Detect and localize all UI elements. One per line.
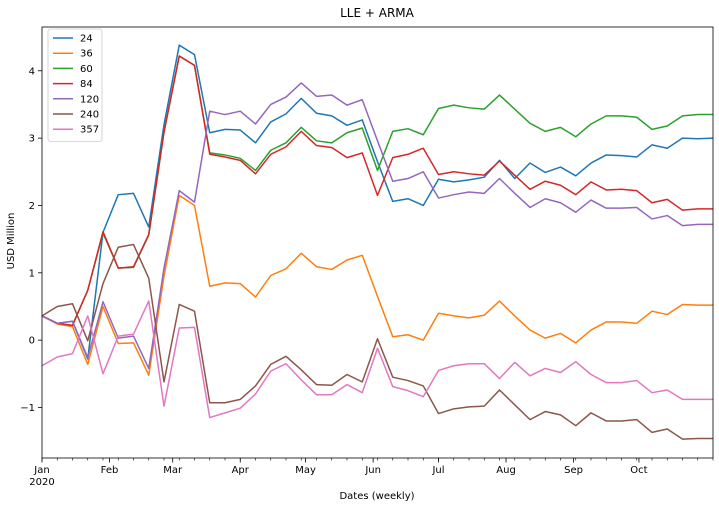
- x-tick-label: Sep: [564, 465, 583, 476]
- y-tick-label: 3: [29, 134, 35, 145]
- series-line-24: [42, 44, 713, 360]
- legend: 24 36 60 84 120 240 357: [47, 28, 103, 142]
- series-line-240: [42, 243, 713, 440]
- legend-label-120: 120: [80, 94, 99, 105]
- series-line-120: [42, 82, 713, 370]
- x-axis-label: Dates (weekly): [339, 491, 414, 502]
- series-line-60: [42, 55, 713, 327]
- legend-label-36: 36: [80, 49, 93, 60]
- legend-label-240: 240: [80, 110, 99, 121]
- x-tick-sublabel: 2020: [29, 477, 54, 488]
- y-axis: −1 0 1 2 3 4: [20, 66, 42, 414]
- legend-label-84: 84: [80, 79, 93, 90]
- y-tick-label: −1: [20, 403, 35, 414]
- x-tick-label: Apr: [232, 465, 250, 476]
- plot-frame: [41, 26, 714, 459]
- legend-label-60: 60: [80, 64, 93, 75]
- y-tick-label: 4: [29, 66, 35, 77]
- x-tick-label: Oct: [630, 465, 647, 476]
- x-tick-label: Mar: [163, 465, 183, 476]
- chart-title: LLE + ARMA: [340, 6, 415, 20]
- x-tick-label: Aug: [496, 465, 516, 476]
- x-tick-label: Jun: [364, 465, 381, 476]
- legend-label-24: 24: [80, 34, 93, 45]
- y-tick-label: 1: [29, 268, 35, 279]
- x-tick-label: Jul: [431, 465, 444, 476]
- y-tick-label: 0: [29, 336, 35, 347]
- legend-label-357: 357: [80, 125, 99, 136]
- x-tick-label: Jan: [33, 465, 49, 476]
- series-line-36: [42, 194, 713, 376]
- series-line-357: [42, 300, 713, 419]
- x-tick-label: May: [295, 465, 316, 476]
- y-tick-label: 2: [29, 201, 35, 212]
- y-axis-label: USD Million: [6, 213, 17, 270]
- x-tick-label: Feb: [101, 465, 119, 476]
- series-line-84: [42, 55, 713, 327]
